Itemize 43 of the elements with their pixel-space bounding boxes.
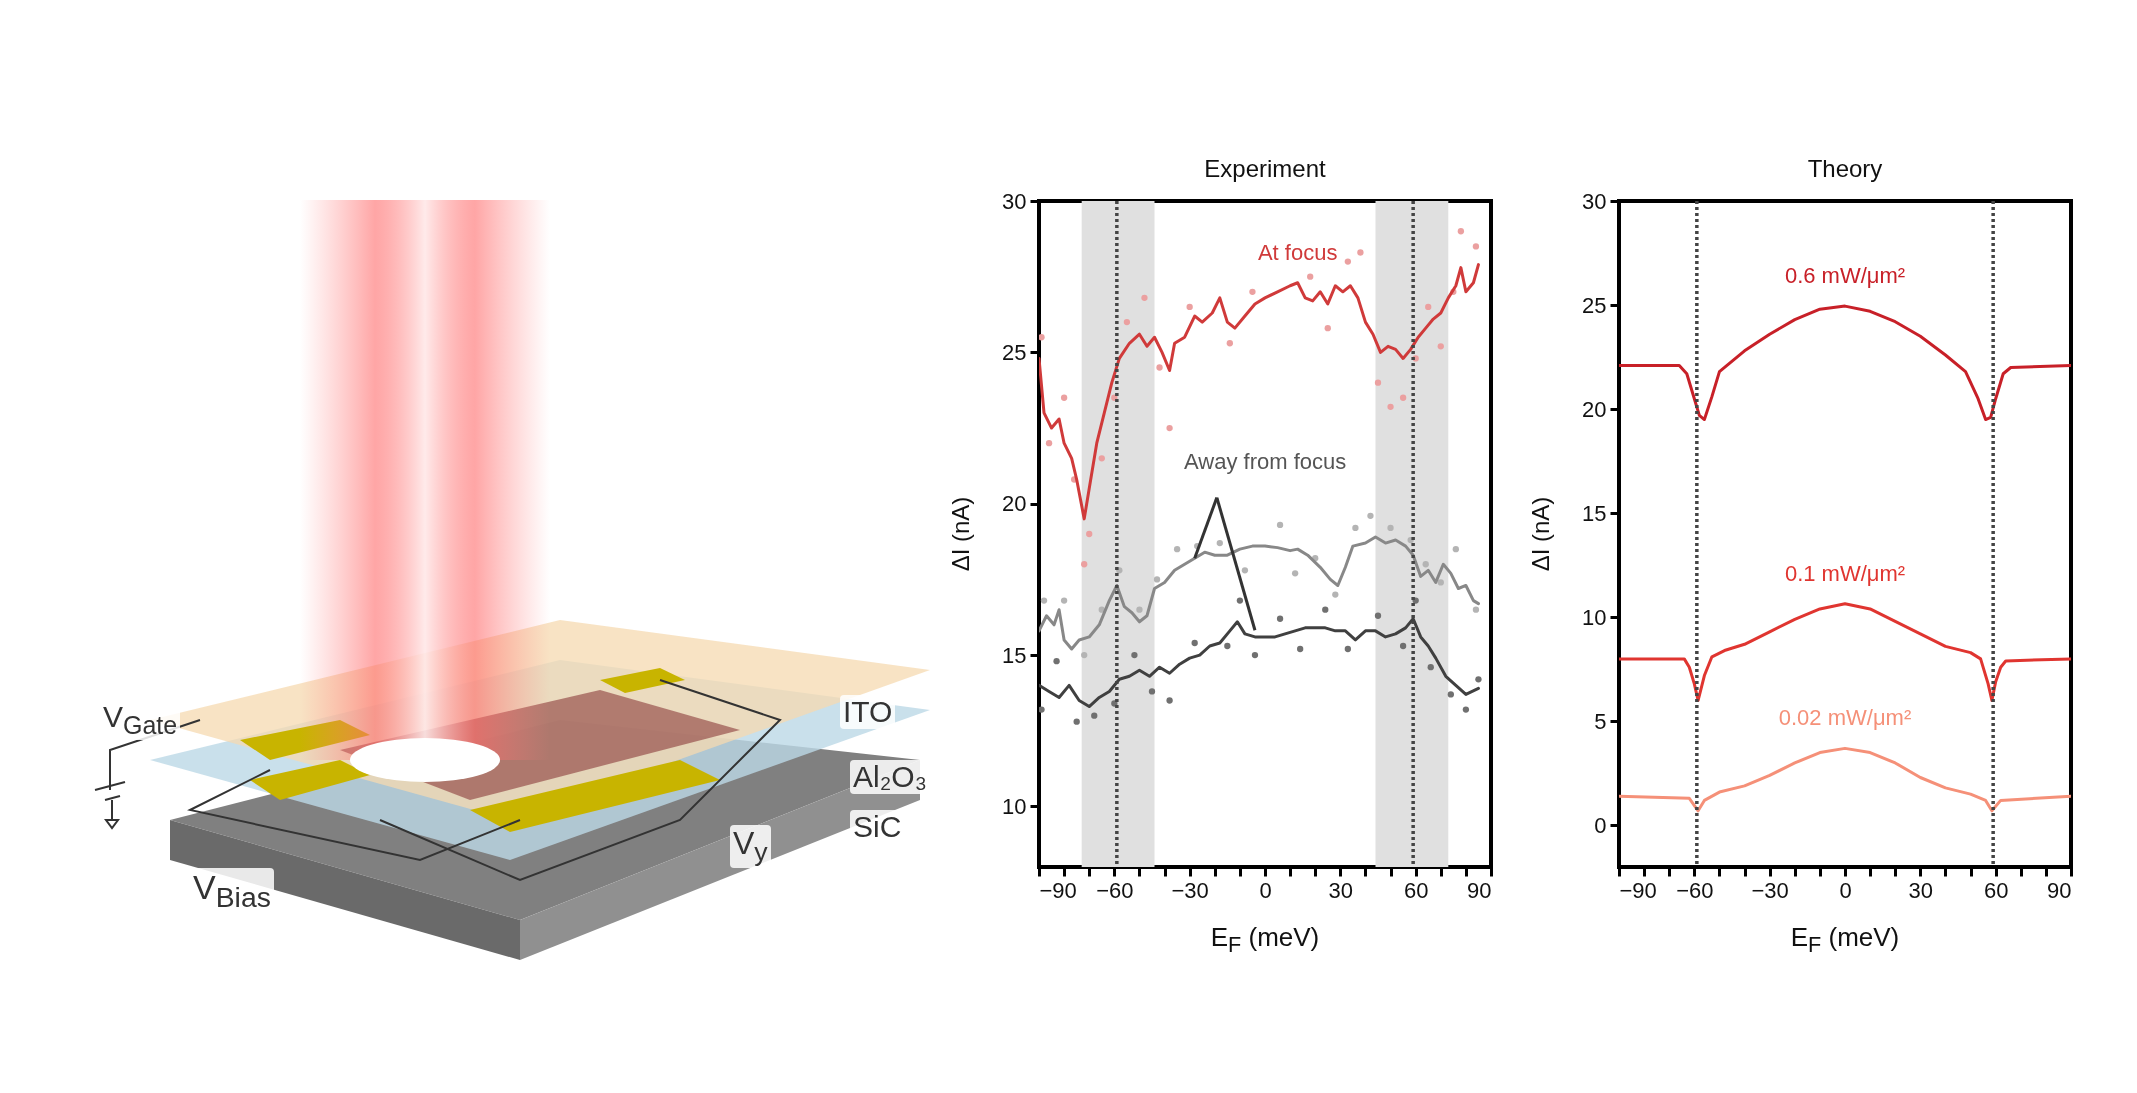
annotation: Away from focus <box>1184 448 1347 474</box>
text: ITO <box>840 695 896 729</box>
x-tick-label: −60 <box>1676 877 1714 903</box>
x-tick-label: 60 <box>1403 877 1429 903</box>
x-axis-title: E$_{F}$ (meV) <box>1789 922 1901 959</box>
text: V$_{Gate}$ <box>100 700 181 740</box>
text: V$_{y}$ <box>730 825 771 869</box>
x-tick-label: 90 <box>2047 877 2072 903</box>
y-tick-label: 25 <box>1002 339 1027 365</box>
series-label: At focus <box>1257 239 1338 265</box>
text: Al₂O₃ <box>850 760 930 794</box>
series-label: 0.6 mW/μm² <box>1784 263 1906 289</box>
y-tick-label: 30 <box>1002 188 1027 214</box>
series-label: 0.1 mW/μm² <box>1784 560 1906 586</box>
y-axis-title: ΔI (nA) <box>947 495 975 574</box>
x-axis-title: E$_{F}$ (meV) <box>1209 922 1321 959</box>
series-label: 0.02 mW/μm² <box>1778 705 1912 731</box>
x-tick-label: −30 <box>1751 877 1789 903</box>
text: V$_{Bias}$ <box>190 868 274 914</box>
y-tick-label: 10 <box>1002 793 1027 819</box>
y-tick-label: 30 <box>1582 188 1607 214</box>
y-tick-label: 20 <box>1582 396 1607 422</box>
x-tick-label: 30 <box>1328 877 1354 903</box>
x-tick-label: −90 <box>1039 877 1077 903</box>
x-tick-label: 60 <box>1983 877 2009 903</box>
y-tick-label: 5 <box>1594 708 1607 734</box>
text: SiC <box>850 810 905 844</box>
chart-title: Experiment <box>1204 155 1327 182</box>
y-tick-label: 20 <box>1002 491 1027 517</box>
x-tick-label: 90 <box>1467 877 1492 903</box>
x-tick-label: 0 <box>1259 877 1272 903</box>
y-tick-label: 15 <box>1002 642 1027 668</box>
y-tick-label: 25 <box>1582 292 1607 318</box>
x-tick-label: −60 <box>1096 877 1134 903</box>
y-tick-label: 0 <box>1594 812 1607 838</box>
x-tick-label: 0 <box>1839 877 1852 903</box>
x-tick-label: −90 <box>1619 877 1657 903</box>
y-tick-label: 10 <box>1582 604 1607 630</box>
x-tick-label: 30 <box>1908 877 1934 903</box>
x-tick-label: −30 <box>1171 877 1209 903</box>
y-axis-title: ΔI (nA) <box>1527 495 1555 574</box>
y-tick-label: 15 <box>1582 500 1607 526</box>
chart-title: Theory <box>1807 155 1883 182</box>
